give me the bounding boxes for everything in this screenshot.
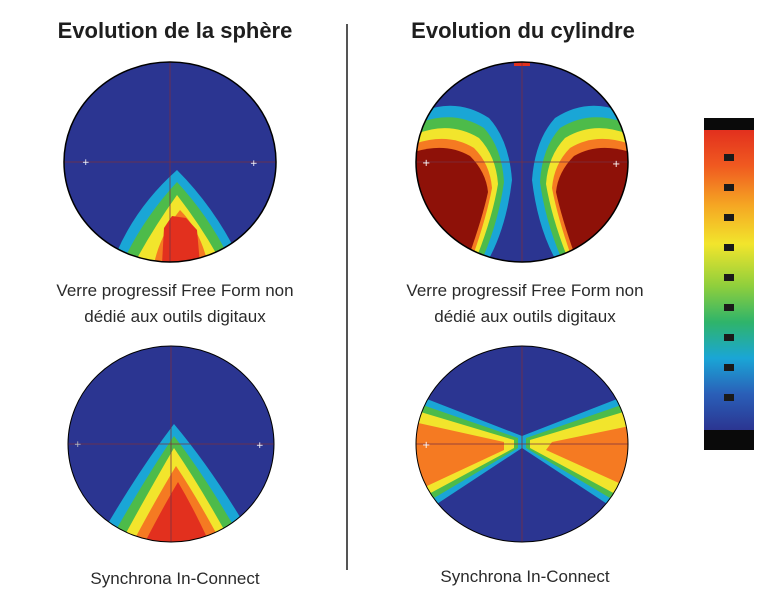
reference-mark-left: +: [422, 440, 430, 451]
map-border: [63, 61, 277, 263]
sphere-title: Evolution de la sphère: [57, 18, 293, 43]
caption-cylinder-synchrona: Synchrona In-Connect: [440, 567, 610, 586]
caption-sphere-freeform: Verre progressif Free Form non dédié aux…: [20, 278, 330, 330]
scale-tick: [724, 364, 734, 371]
scale-tick: [724, 394, 734, 401]
column-divider: [346, 24, 348, 570]
scale-tick: [724, 244, 734, 251]
sphere-map-synchrona: + +: [67, 345, 275, 543]
reference-mark-right: +: [256, 441, 264, 451]
cylinder-map-synchrona: +: [415, 345, 629, 543]
reference-mark-right: +: [250, 159, 258, 169]
scale-tick: [724, 304, 734, 311]
right-orange-zone: [546, 426, 628, 488]
caption-sphere-synchrona: Synchrona In-Connect: [90, 569, 260, 588]
scale-bottom-cap: [704, 430, 754, 450]
scale-tick: [724, 334, 734, 341]
cylinder-map-freeform: + +: [415, 61, 629, 263]
scale-tick: [724, 154, 734, 161]
reference-mark-left: +: [74, 440, 82, 450]
red-zone: [162, 216, 200, 262]
scale-tick: [724, 274, 734, 281]
cylinder-title: Evolution du cylindre: [411, 18, 635, 43]
sphere-map-freeform: + +: [63, 61, 277, 263]
map-border: [415, 61, 629, 263]
color-scale-bar: [704, 118, 754, 450]
caption-line-1: Verre progressif Free Form non: [56, 281, 294, 300]
map-border: [415, 345, 629, 543]
caption-line-2: dédié aux outils digitaux: [84, 307, 266, 326]
caption-line-1: Verre progressif Free Form non: [406, 281, 644, 300]
reference-mark-left: +: [82, 158, 90, 168]
scale-tick: [724, 214, 734, 221]
caption-line-2: dédié aux outils digitaux: [434, 307, 616, 326]
scale-top-cap: [704, 118, 754, 130]
left-orange-zone: [416, 422, 504, 492]
caption-cylinder-freeform: Verre progressif Free Form non dédié aux…: [370, 278, 680, 330]
reference-mark-left: +: [422, 158, 430, 169]
scale-tick: [724, 184, 734, 191]
map-border: [67, 345, 275, 543]
reference-mark-right: +: [612, 159, 620, 170]
scale-tick-marks: [724, 154, 734, 401]
red-zone: [144, 482, 210, 542]
